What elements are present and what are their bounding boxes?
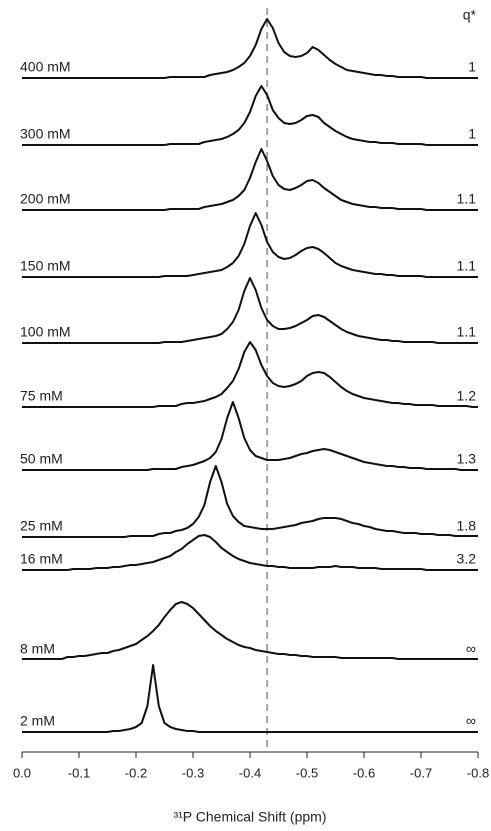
x-tick-label: 0.0 — [13, 765, 31, 780]
q-label: 3.2 — [457, 551, 477, 567]
q-header: q* — [463, 7, 477, 23]
spectrum — [22, 148, 478, 211]
spectrum — [22, 277, 478, 344]
x-tick-label: -0.7 — [410, 765, 432, 780]
x-tick-label: -0.4 — [239, 765, 261, 780]
spectrum — [22, 85, 478, 146]
q-label: 1 — [468, 126, 476, 142]
x-tick-label: -0.5 — [296, 765, 318, 780]
series-label: 25 mM — [20, 518, 63, 534]
spectrum — [22, 664, 478, 733]
x-tick-label: -0.2 — [125, 765, 147, 780]
series-label: 16 mM — [20, 551, 63, 567]
spectrum — [22, 212, 478, 278]
spectrum — [22, 601, 478, 660]
q-label: ∞ — [466, 713, 476, 729]
q-label: 1 — [468, 59, 476, 75]
series-label: 75 mM — [20, 388, 63, 404]
series-label: 2 mM — [20, 713, 55, 729]
q-label: ∞ — [466, 641, 476, 657]
series-label: 50 mM — [20, 451, 63, 467]
spectrum — [22, 18, 478, 79]
x-tick-label: -0.8 — [467, 765, 489, 780]
spectrum — [22, 341, 478, 408]
q-label: 1.8 — [457, 518, 477, 534]
x-axis-title: ³¹P Chemical Shift (ppm) — [173, 809, 326, 825]
series-label: 300 mM — [20, 126, 71, 142]
spectrum — [22, 534, 478, 571]
series-label: 150 mM — [20, 258, 71, 274]
series-label: 100 mM — [20, 324, 71, 340]
spectrum — [22, 465, 478, 538]
x-tick-label: -0.1 — [68, 765, 90, 780]
q-label: 1.3 — [457, 451, 477, 467]
series-label: 200 mM — [20, 191, 71, 207]
x-tick-label: -0.3 — [182, 765, 204, 780]
x-tick-label: -0.6 — [353, 765, 375, 780]
series-label: 8 mM — [20, 641, 55, 657]
q-label: 1.2 — [457, 388, 477, 404]
q-label: 1.1 — [457, 191, 477, 207]
series-label: 400 mM — [20, 59, 71, 75]
spectrum — [22, 401, 478, 471]
q-label: 1.1 — [457, 324, 477, 340]
q-label: 1.1 — [457, 258, 477, 274]
